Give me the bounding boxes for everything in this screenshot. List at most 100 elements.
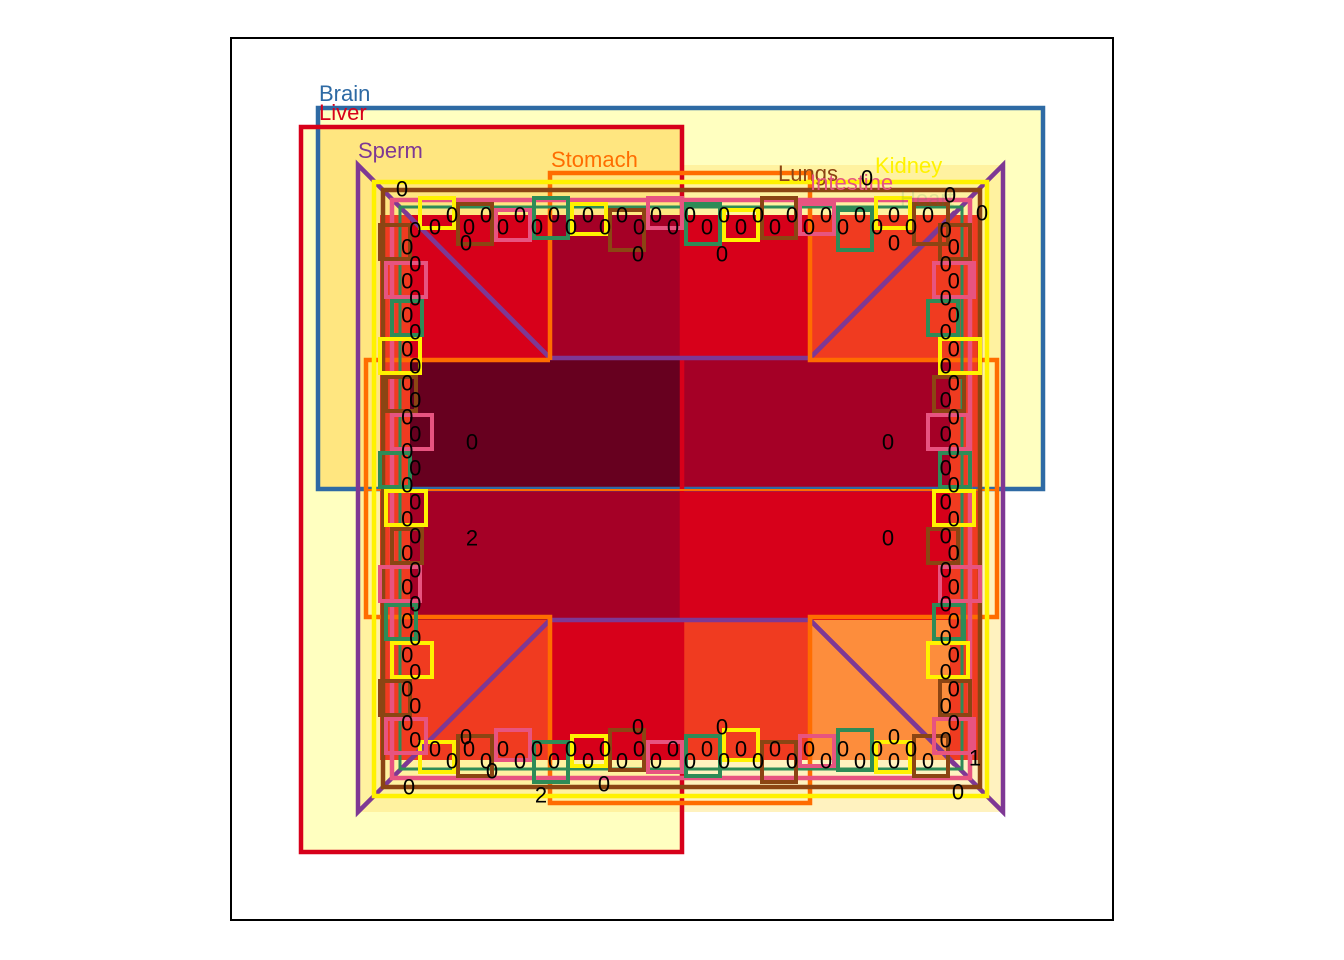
- edge-count: 0: [429, 215, 441, 240]
- edge-count: 0: [940, 388, 952, 413]
- edge-count: 0: [940, 354, 952, 379]
- edge-count: 0: [401, 303, 413, 328]
- edge-count: 0: [888, 748, 900, 773]
- edge-count: 0: [940, 558, 952, 583]
- edge-segment: [874, 196, 912, 230]
- outline-kidney-frame: [371, 179, 990, 799]
- edge-count: 0: [409, 490, 421, 515]
- edge-count: 0: [922, 748, 934, 773]
- edge-segment: [912, 734, 950, 778]
- edge-count: 0: [514, 203, 526, 228]
- set-label-brain: Brain: [319, 81, 370, 106]
- edge-count: 0: [948, 507, 960, 532]
- edge-segment: [926, 641, 970, 679]
- edge-count: 0: [803, 215, 815, 240]
- edge-count: 0: [616, 748, 628, 773]
- edge-count: 0: [820, 748, 832, 773]
- set-label-stomach: Stomach: [551, 147, 638, 172]
- edge-count: 0: [888, 203, 900, 228]
- outline-stomach: [363, 170, 1000, 806]
- edge-count: 0: [718, 203, 730, 228]
- edge-count: 0: [409, 354, 421, 379]
- edge-count: 0: [531, 215, 543, 240]
- edge-count: 0: [803, 736, 815, 761]
- edge-segment: [932, 261, 976, 299]
- edge-segment: [722, 728, 760, 762]
- edge-segment: [378, 223, 412, 261]
- set-labels: Brain Liver Sperm Stomach Lungs Kidney I…: [319, 81, 954, 211]
- edge-segment: [384, 375, 418, 413]
- edge-count: 0: [401, 337, 413, 362]
- edge-count: 0: [940, 320, 952, 345]
- edge-segment: [760, 740, 798, 784]
- edge-count: 0: [905, 736, 917, 761]
- edge-segment: [938, 337, 982, 375]
- region-count: 0: [882, 430, 894, 455]
- edge-segment: [938, 565, 982, 603]
- region-count: 0: [861, 166, 873, 191]
- region-count: 0: [598, 772, 610, 797]
- set-label-heart: Heart: [900, 186, 954, 211]
- edge-segment: [494, 728, 532, 762]
- edge-count: 0: [940, 422, 952, 447]
- edge-segment: [646, 740, 684, 774]
- edge-count: 0: [948, 269, 960, 294]
- edge-count: 0: [948, 677, 960, 702]
- region-count: 0: [632, 715, 644, 740]
- edge-count: 0: [667, 215, 679, 240]
- edge-count: 0: [409, 218, 421, 243]
- edge-segment: [390, 641, 434, 679]
- edge-count: 0: [565, 736, 577, 761]
- edge-count-labels: 0000000000000000000000000000000000000000…: [401, 203, 960, 774]
- set-label-liver: Liver: [319, 100, 367, 125]
- edge-count: 0: [650, 748, 662, 773]
- edge-count: 0: [401, 235, 413, 260]
- edge-count: 0: [401, 541, 413, 566]
- edge-count: 0: [401, 643, 413, 668]
- edge-count: 0: [409, 456, 421, 481]
- edge-count: 0: [480, 748, 492, 773]
- edge-segment: [926, 299, 960, 337]
- edge-segment: [932, 375, 966, 413]
- set-label-lungs: Lungs: [778, 161, 838, 186]
- edge-segment: [384, 261, 428, 299]
- edge-segment: [384, 489, 428, 527]
- block-mid-r: [680, 490, 950, 620]
- edge-segment: [390, 299, 424, 337]
- edge-count: 0: [531, 736, 543, 761]
- edge-count: 0: [948, 541, 960, 566]
- edge-count: 0: [409, 694, 421, 719]
- block-center-tl: [410, 360, 680, 490]
- region-count: 0: [396, 177, 408, 202]
- edge-count: 0: [401, 677, 413, 702]
- edge-segment: [938, 451, 972, 489]
- edge-count: 0: [940, 524, 952, 549]
- edge-count: 0: [948, 439, 960, 464]
- edge-segment: [390, 527, 424, 565]
- edge-segment: [932, 603, 966, 641]
- edge-count: 0: [922, 203, 934, 228]
- edge-count: 0: [401, 405, 413, 430]
- edge-count: 0: [409, 286, 421, 311]
- edge-boundary-details: [378, 196, 982, 784]
- edge-segment: [760, 196, 798, 240]
- edge-segment: [570, 734, 608, 768]
- edge-count: 0: [948, 473, 960, 498]
- region-count: 0: [716, 242, 728, 267]
- edge-count: 0: [786, 203, 798, 228]
- edge-segment: [836, 208, 874, 252]
- edge-count: 0: [401, 439, 413, 464]
- plot-border: [230, 37, 1114, 921]
- sperm-diag-tl: [403, 210, 552, 360]
- edge-segment: [418, 196, 456, 230]
- edge-count: 0: [409, 728, 421, 753]
- edge-segment: [494, 208, 532, 242]
- edge-segment: [932, 489, 976, 527]
- edge-count: 0: [497, 215, 509, 240]
- edge-count: 0: [752, 203, 764, 228]
- region-count: 0: [976, 201, 988, 226]
- region-count: 0: [882, 526, 894, 551]
- edge-count: 0: [463, 736, 475, 761]
- edge-count: 0: [401, 575, 413, 600]
- edge-count: 0: [940, 728, 952, 753]
